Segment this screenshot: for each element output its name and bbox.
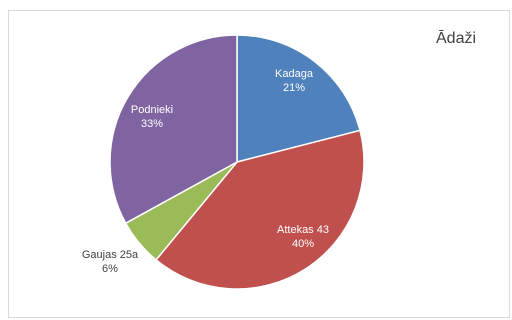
pie-slice-kadaga xyxy=(236,34,361,163)
slice-label-kadaga: Kadaga xyxy=(275,68,314,80)
slice-percent-attekas-43: 40% xyxy=(292,238,314,250)
slice-label-gaujas-25a: Gaujas 25a xyxy=(82,249,139,261)
slice-label-attekas-43: Attekas 43 xyxy=(277,224,329,236)
slice-percent-gaujas-25a: 6% xyxy=(102,263,118,275)
chart-title: Ādaži xyxy=(436,30,477,47)
pie-slice-podnieki xyxy=(109,34,238,225)
slice-label-podnieki: Podnieki xyxy=(131,104,173,116)
pie-slice-attekas-43 xyxy=(154,129,365,290)
slice-percent-podnieki: 33% xyxy=(141,118,163,130)
slice-percent-kadaga: 21% xyxy=(283,82,305,94)
